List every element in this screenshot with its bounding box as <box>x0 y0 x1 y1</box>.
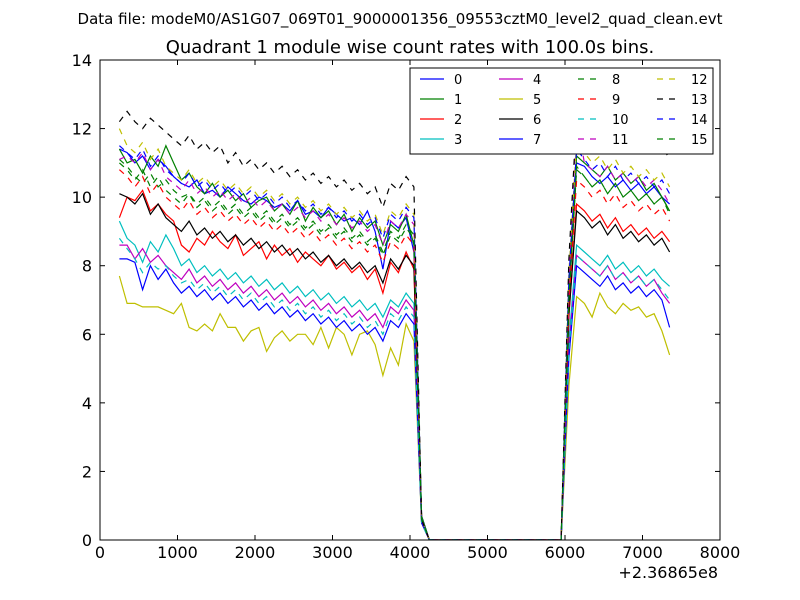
series-line-4 <box>119 244 671 540</box>
legend-box <box>409 67 714 155</box>
legend-label-1: 1 <box>454 93 462 108</box>
legend-label-14: 14 <box>691 113 708 128</box>
series-line-9 <box>118 169 671 540</box>
y-tick-label: 6 <box>82 325 92 344</box>
x-tick-label: 7000 <box>622 543 663 562</box>
x-tick-label: 0 <box>95 543 105 562</box>
legend-label-3: 3 <box>454 133 462 148</box>
y-tick-label: 12 <box>72 120 92 139</box>
x-tick-label: 5000 <box>467 543 508 562</box>
y-tick-label: 10 <box>72 188 92 207</box>
series-group <box>118 110 671 540</box>
y-tick-label: 0 <box>82 531 92 550</box>
x-tick-label: 6000 <box>545 543 586 562</box>
x-tick-label: 4000 <box>390 543 431 562</box>
legend-label-7: 7 <box>533 133 541 148</box>
y-tick-label: 2 <box>82 462 92 481</box>
series-line-15 <box>119 162 671 540</box>
series-line-2 <box>118 189 671 540</box>
series-line-1 <box>118 144 671 540</box>
x-tick-label: 1000 <box>157 543 198 562</box>
x-tick-label: 3000 <box>312 543 353 562</box>
legend-label-5: 5 <box>533 93 541 108</box>
series-line-3 <box>118 220 671 540</box>
legend-label-12: 12 <box>691 73 708 88</box>
series-line-14 <box>118 145 671 540</box>
series-line-6 <box>119 192 671 540</box>
chart-suptitle: Data file: modeM0/AS1G07_069T01_90000013… <box>78 10 723 29</box>
legend-label-2: 2 <box>454 113 462 128</box>
legend-label-15: 15 <box>691 133 708 148</box>
series-line-0 <box>119 148 671 540</box>
legend-label-11: 11 <box>612 133 629 148</box>
y-tick-label: 14 <box>72 51 92 70</box>
legend-label-0: 0 <box>454 73 462 88</box>
x-tick-label: 8000 <box>700 543 741 562</box>
y-tick-label: 4 <box>82 394 92 413</box>
series-line-8 <box>118 158 671 540</box>
series-line-12 <box>118 128 671 540</box>
legend-label-9: 9 <box>612 93 620 108</box>
y-tick-label: 8 <box>82 257 92 276</box>
x-tick-label: 2000 <box>235 543 276 562</box>
legend-label-13: 13 <box>691 93 708 108</box>
series-line-5 <box>118 275 671 540</box>
legend-label-4: 4 <box>533 73 541 88</box>
legend-label-8: 8 <box>612 73 620 88</box>
legend-label-10: 10 <box>612 113 629 128</box>
series-line-10 <box>118 237 671 540</box>
chart-title: Quadrant 1 module wise count rates with … <box>166 37 655 58</box>
series-line-11 <box>119 118 671 540</box>
plot-area: 0 1000 2000 3000 4000 5000 6000 7000 80000246810… <box>72 51 741 562</box>
x-offset-label: +2.36865e8 <box>618 563 718 582</box>
series-line-7 <box>119 258 671 540</box>
legend-label-6: 6 <box>533 113 541 128</box>
